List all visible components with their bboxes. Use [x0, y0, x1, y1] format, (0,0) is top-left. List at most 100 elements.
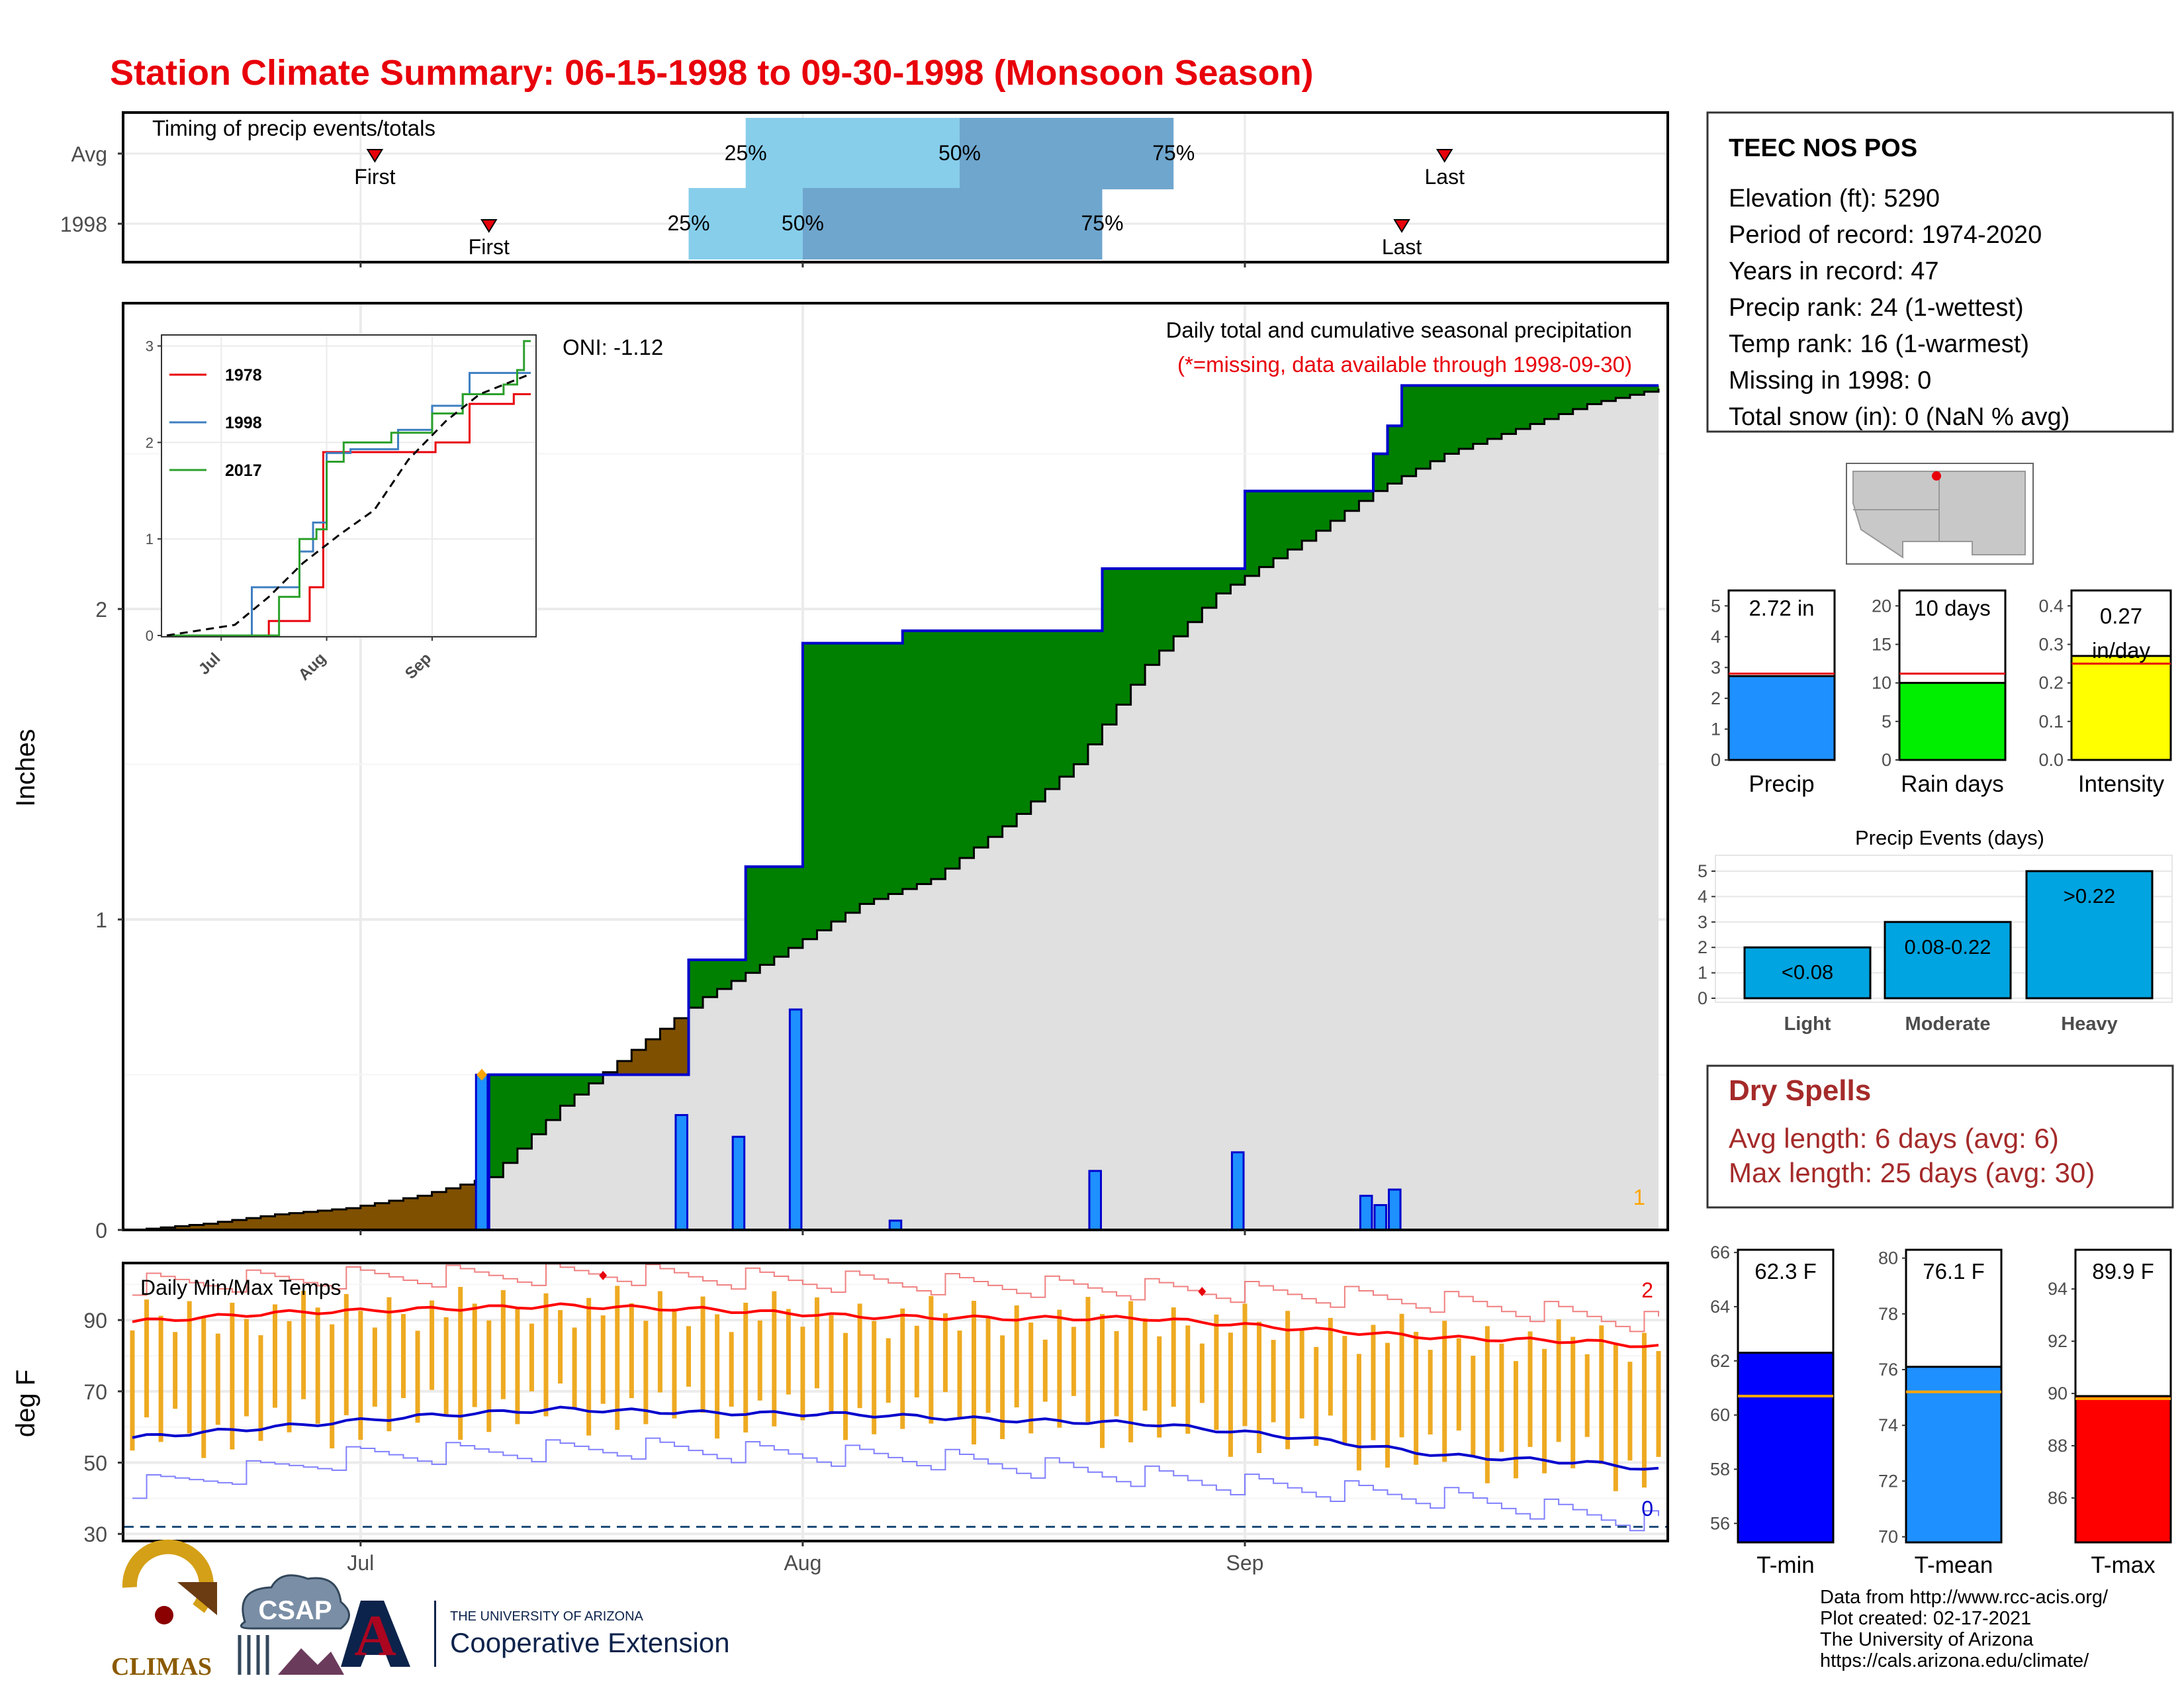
below-average-area [660, 1029, 675, 1075]
below-average-area [375, 1203, 390, 1230]
summary-bar-label: 10 days [1914, 596, 1991, 620]
summary-bar-tick-label: 10 [1872, 673, 1891, 693]
daily-temp-range-bar [1356, 1354, 1361, 1471]
climas-logo: CLIMAS [111, 1539, 217, 1681]
csap-rain [238, 1635, 269, 1675]
events-category-label: Moderate [1905, 1013, 1991, 1035]
daily-temp-range-bar [315, 1307, 320, 1424]
temp-summary-value [1905, 1366, 2003, 1544]
map-borders [1853, 471, 1940, 541]
above-average-area [1473, 385, 1488, 444]
daily-temp-range-bar [1414, 1331, 1419, 1465]
daily-temp-range-bar [1399, 1313, 1404, 1438]
daily-temp-range-bar [1584, 1354, 1590, 1437]
daily-temp-range-bar [686, 1326, 692, 1387]
daily-temp-range-bar [1114, 1331, 1119, 1417]
daily-temp-range-bar [1214, 1314, 1219, 1430]
above-average-area [745, 867, 760, 973]
daily-temp-range-bar [1442, 1321, 1447, 1462]
above-average-area [1373, 453, 1388, 491]
inset-series-1978 [167, 393, 531, 637]
temp-summary-value [1737, 1352, 1835, 1544]
daily-temp-range-bar [1542, 1348, 1547, 1474]
csap-cloud [240, 1574, 350, 1630]
ua-bottom-text: Cooperative Extension [450, 1627, 730, 1658]
daily-temp-range-bar [786, 1309, 791, 1395]
below-average-area [460, 1184, 475, 1230]
above-average-area [574, 1074, 590, 1095]
daily-temp-range-bar [1257, 1321, 1262, 1454]
inset-ytick-label: 2 [146, 434, 154, 451]
credit-line: Plot created: 02-17-2021 [1820, 1608, 2031, 1629]
above-average-area [1615, 385, 1631, 399]
temp-summary-value [2074, 1395, 2172, 1544]
dry-spells-frame [1706, 1064, 2174, 1209]
daily-temp-range-bar [1199, 1343, 1205, 1403]
temps-xtick-label: Aug [784, 1551, 821, 1575]
quartile-label-25: 25% [667, 211, 709, 235]
above-average-area [1430, 385, 1445, 461]
daily-temp-range-bar [657, 1291, 662, 1393]
daily-temp-range-bar [1570, 1336, 1576, 1469]
above-average-area [959, 630, 975, 859]
daily-temp-range-bar [886, 1338, 891, 1403]
above-average-area [503, 1074, 518, 1163]
precip-caption: Daily total and cumulative seasonal prec… [1166, 318, 1632, 342]
daily-temp-range-bar [130, 1330, 135, 1451]
above-average-area [1145, 569, 1160, 665]
dry-spells-box: Dry Spells Avg length: 6 days (avg: 6) M… [1706, 1064, 2174, 1209]
inset-legend-label: 2017 [225, 461, 262, 480]
timing-row-label: 1998 [60, 212, 107, 236]
above-average-area [531, 1074, 547, 1135]
temps-bars [130, 1286, 1661, 1491]
precip-ytick-label: 2 [95, 598, 107, 622]
above-average-area [945, 630, 960, 869]
daily-temp-range-bar [372, 1327, 377, 1407]
above-average-area [1159, 569, 1174, 651]
last-event-label: Last [1424, 165, 1465, 189]
below-average-area [275, 1214, 290, 1230]
temp-summary-label: 76.1 F [1923, 1259, 1985, 1284]
daily-temp-range-bar [358, 1311, 363, 1440]
first-event-marker [477, 1068, 488, 1081]
temp-summary-tick-label: 94 [2048, 1279, 2068, 1299]
first-event-label: First [354, 165, 395, 189]
daily-temp-range-bar [515, 1307, 520, 1425]
precip-panel: 0 1 2 Daily total and cumulative seasonal … [11, 302, 1669, 1243]
above-average-area [1444, 385, 1459, 454]
below-average-area [218, 1221, 233, 1230]
daily-precip-bar [1088, 1170, 1102, 1231]
events-bar-label: <0.08 [1782, 961, 1833, 984]
daily-temp-range-bar [486, 1320, 492, 1432]
daily-temp-range-bar [187, 1301, 192, 1434]
daily-precip-bar [1373, 1203, 1388, 1231]
temps-label: Daily Min/Max Temps [140, 1276, 341, 1299]
last-event-label: Last [1382, 235, 1422, 259]
events-bar-label: 0.08-0.22 [1905, 935, 1991, 959]
temps-panel-frame [122, 1262, 1669, 1542]
temps-xtick-label: Jul [347, 1551, 374, 1575]
events-tick-label: 1 [1698, 963, 1707, 983]
temp-summary-tick-label: 72 [1878, 1471, 1898, 1491]
daily-temp-range-bar [273, 1304, 278, 1408]
summary-bar-value [1898, 682, 2007, 761]
above-average-area [1629, 385, 1645, 395]
record-high-marker [599, 1270, 608, 1280]
daily-temp-range-bar [942, 1313, 948, 1392]
summary-bar-name: Precip [1749, 771, 1814, 797]
above-average-area [845, 643, 860, 913]
temp-summary-tick-label: 64 [1710, 1297, 1730, 1317]
above-average-area [1087, 630, 1103, 745]
below-average-area [617, 1060, 632, 1075]
events-tick-label: 2 [1698, 937, 1707, 957]
daily-temp-range-bar [1014, 1305, 1019, 1408]
below-average-area [388, 1200, 404, 1230]
temps-corner-bottom: 0 [1641, 1497, 1653, 1521]
daily-temp-range-bar [144, 1299, 150, 1418]
oni-value: ONI: -1.12 [563, 335, 663, 359]
summary-bar-tick-label: 4 [1711, 627, 1721, 647]
below-average-area [289, 1213, 304, 1230]
temps-lines [124, 1263, 1666, 1532]
daily-temp-range-bar [458, 1287, 463, 1440]
above-average-area [860, 643, 875, 904]
